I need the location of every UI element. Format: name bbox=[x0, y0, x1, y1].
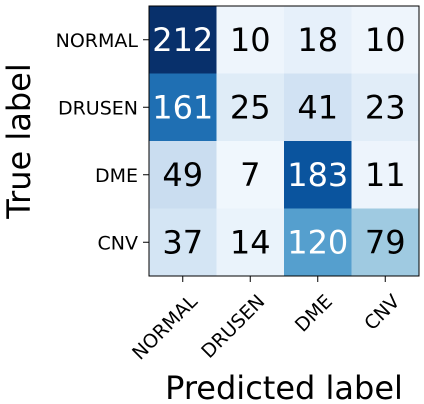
cell-value-label: 79 bbox=[365, 223, 406, 261]
cell-value-label: 23 bbox=[365, 88, 406, 126]
heatmap-cell-labels: 212 10 18 10 161 25 41 23 49 7 183 11 37 14 120 79 bbox=[152, 21, 405, 262]
heatmap-cell-cnv-dme bbox=[284, 208, 352, 277]
plot-frame bbox=[148, 5, 420, 277]
heatmap-cell-dme-cnv bbox=[351, 141, 420, 209]
heatmap-cell-cnv-drusen bbox=[216, 208, 285, 277]
heatmap-cell-normal-drusen bbox=[216, 6, 285, 74]
heatmap-cell-dme-dme bbox=[284, 141, 352, 209]
heatmap-cell-normal-dme bbox=[284, 6, 352, 74]
y-tick-label: NORMAL bbox=[56, 30, 139, 52]
heatmap-cell-drusen-drusen bbox=[216, 73, 285, 142]
heatmap-cell-dme-drusen bbox=[216, 141, 285, 209]
cell-value-label: 25 bbox=[230, 88, 271, 126]
heatmap-cell-drusen-normal bbox=[149, 73, 217, 142]
heatmap-cell-cnv-normal bbox=[149, 208, 217, 277]
heatmap-cell-cnv-cnv bbox=[351, 208, 420, 277]
cell-value-label: 41 bbox=[297, 88, 338, 126]
cell-value-label: 120 bbox=[287, 223, 348, 261]
x-tick-label: DME bbox=[291, 291, 337, 337]
y-axis-title: True label bbox=[0, 63, 38, 220]
y-tick-label: DME bbox=[95, 165, 138, 187]
cell-value-label: 212 bbox=[152, 21, 213, 59]
y-tick-label: CNV bbox=[98, 232, 138, 254]
cell-value-label: 37 bbox=[162, 223, 203, 261]
cell-value-label: 183 bbox=[287, 156, 348, 194]
heatmap-cell-normal-normal bbox=[149, 6, 217, 74]
heatmap-cell-dme-normal bbox=[149, 141, 217, 209]
cell-value-label: 11 bbox=[365, 156, 406, 194]
x-tick-label: DRUSEN bbox=[197, 291, 269, 363]
cell-value-label: 10 bbox=[230, 21, 271, 59]
cell-value-label: 18 bbox=[297, 21, 338, 59]
cell-value-label: 7 bbox=[240, 156, 260, 194]
x-axis-title: Predicted label bbox=[165, 369, 403, 404]
cell-value-label: 14 bbox=[230, 223, 271, 261]
y-tick-label: DRUSEN bbox=[58, 97, 138, 119]
y-axis-ticks: NORMAL DRUSEN DME CNV bbox=[56, 30, 149, 254]
heatmap-cells bbox=[149, 6, 420, 277]
heatmap-cell-drusen-dme bbox=[284, 73, 352, 142]
x-tick-label: CNV bbox=[360, 291, 404, 335]
cell-value-label: 49 bbox=[162, 156, 203, 194]
cell-value-label: 161 bbox=[152, 88, 213, 126]
heatmap-cell-normal-cnv bbox=[351, 6, 420, 74]
heatmap-cell-drusen-cnv bbox=[351, 73, 420, 142]
cell-value-label: 10 bbox=[365, 21, 406, 59]
x-tick-label: NORMAL bbox=[128, 290, 202, 364]
